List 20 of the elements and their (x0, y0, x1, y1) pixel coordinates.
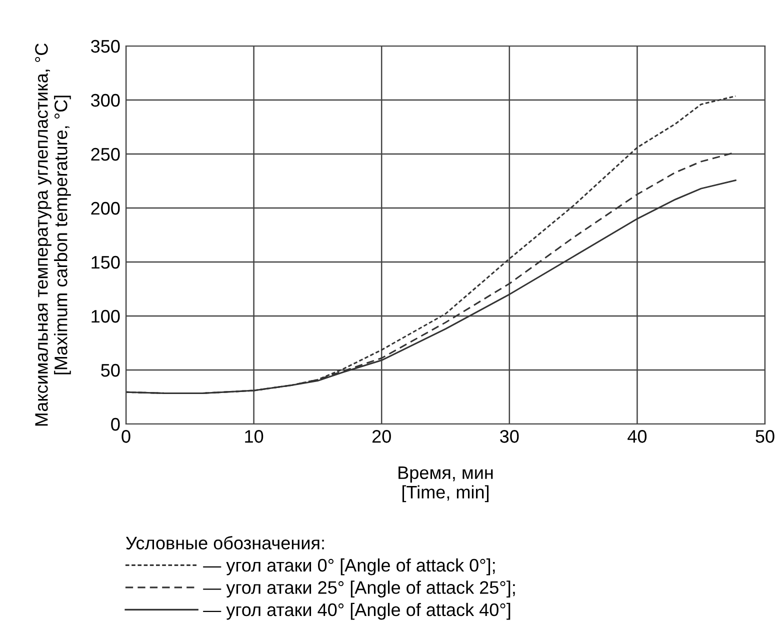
y-axis-title: Максимальная температура углепластика, °C [Maximum carbon temperature, °C] (35, 44, 71, 426)
y-tick-label: 350 (91, 40, 120, 53)
y-tick-label: 0 (111, 418, 120, 431)
x-tick-label: 20 (372, 430, 391, 443)
x-tick-label: 50 (756, 430, 774, 443)
legend-title: Условные обозначения: (126, 536, 324, 550)
x-tick-label: 10 (245, 430, 264, 443)
x-tick-label: 0 (122, 430, 130, 443)
y-tick-label: 50 (101, 364, 120, 377)
x-tick-label: 30 (500, 430, 519, 443)
y-tick-label: 100 (92, 310, 120, 323)
y-tick-label: 200 (91, 202, 120, 215)
legend-label: — угол атаки 25° [Angle of attack 25°]; (203, 580, 515, 598)
y-tick-label: 300 (91, 94, 120, 107)
x-axis-title: Время, мин [Time, min] (398, 466, 493, 502)
legend-label: — угол атаки 40° [Angle of attack 40°] (203, 602, 510, 620)
y-tick-label: 150 (92, 256, 120, 269)
x-tick-label: 40 (628, 430, 647, 443)
y-tick-label: 250 (91, 148, 120, 161)
legend-label: — угол атаки 0° [Angle of attack 0°]; (203, 558, 495, 576)
